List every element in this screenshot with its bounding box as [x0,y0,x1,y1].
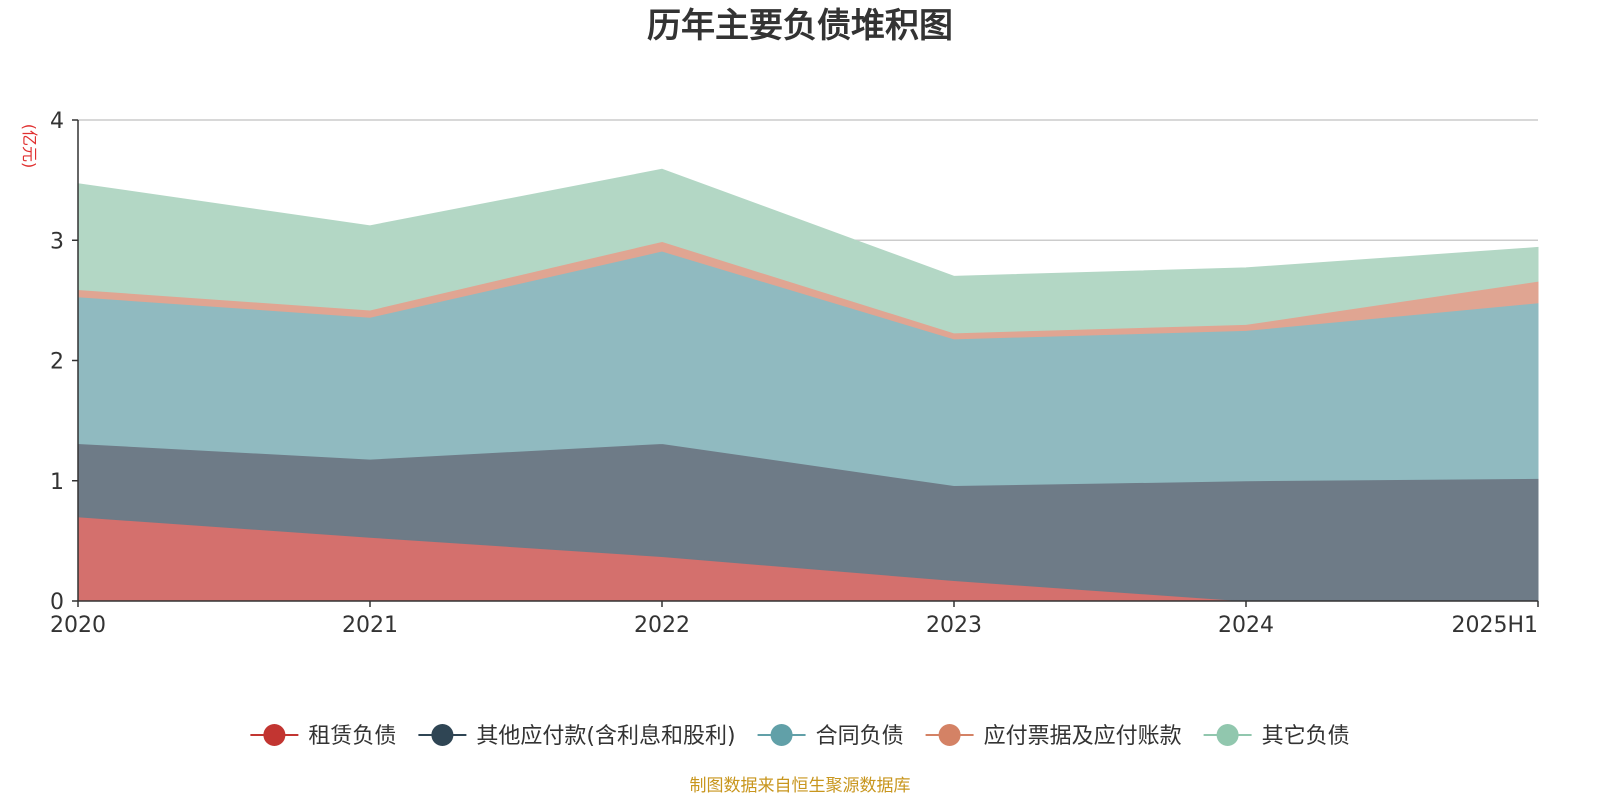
legend-label-1: 其他应付款(含利息和股利) [476,724,735,749]
stacked-areas [77,168,1539,602]
source-note: 制图数据来自恒生聚源数据库 [690,776,911,796]
x-tick-label-2023: 2023 [926,613,982,638]
y-tick-label-2: 2 [50,350,64,375]
legend-item-3[interactable]: 应付票据及应付账款 [925,724,1182,749]
legend-marker-3 [938,724,961,746]
x-tick-label-2021: 2021 [342,613,398,638]
y-axis-unit-label: (亿元) [20,124,39,169]
legend-label-0: 租赁负债 [308,724,396,749]
y-tick-label-1: 1 [50,470,64,495]
y-tick-label-0: 0 [50,590,64,615]
x-tick-label-2022: 2022 [634,613,690,638]
axes: 0 1 2 3 4 2020 2021 2022 2023 2024 2025H1 [50,109,1539,638]
legend-marker-2 [770,724,793,746]
legend-marker-4 [1216,724,1239,746]
y-tick-label-4: 4 [50,109,64,134]
legend-item-2[interactable]: 合同负债 [757,724,904,749]
legend[interactable]: 租赁负债 其他应付款(含利息和股利) 合同负债 应付票据及应付账款 其它负债 [250,724,1350,749]
legend-label-4: 其它负债 [1262,724,1350,749]
legend-label-3: 应付票据及应付账款 [984,724,1182,749]
legend-marker-0 [263,724,286,746]
legend-marker-1 [431,724,454,746]
legend-item-0[interactable]: 租赁负债 [250,724,396,749]
legend-label-2: 合同负债 [816,724,904,749]
legend-item-4[interactable]: 其它负债 [1203,724,1350,749]
y-tick-label-3: 3 [50,229,64,254]
x-tick-label-2025H1: 2025H1 [1451,613,1538,638]
chart-title: 历年主要负债堆积图 [647,6,953,46]
x-tick-label-2020: 2020 [50,613,106,638]
x-tick-label-2024: 2024 [1218,613,1274,638]
legend-item-1[interactable]: 其他应付款(含利息和股利) [418,724,736,749]
area-series-4 [77,168,1539,334]
